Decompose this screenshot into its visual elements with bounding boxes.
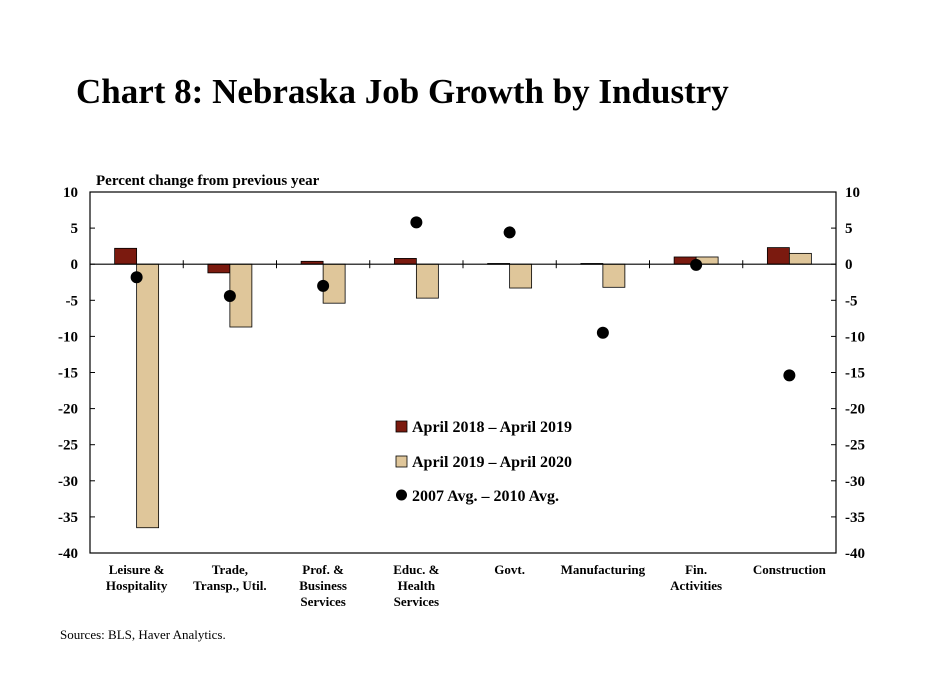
sources-note: Sources: BLS, Haver Analytics. <box>60 627 226 642</box>
y-tick-label-right: -30 <box>845 474 865 490</box>
bar <box>207 263 231 274</box>
y-tick-label-left: -40 <box>58 546 78 562</box>
scatter-point <box>410 216 423 229</box>
bar <box>788 252 812 265</box>
x-tick-label: Services <box>394 594 439 609</box>
x-tick-label: Prof. & <box>302 562 344 577</box>
scatter-point <box>223 289 236 302</box>
bar <box>766 247 790 265</box>
scatter-point <box>317 279 330 292</box>
y-tick-label-right: -35 <box>845 510 865 526</box>
y-tick-label-right: 10 <box>845 185 860 201</box>
y-tick-label-left: 0 <box>71 257 79 273</box>
bar <box>602 263 626 288</box>
scatter-point <box>130 271 143 284</box>
scatter-point <box>596 326 609 339</box>
x-tick-label: Construction <box>753 562 827 577</box>
scatter-point <box>783 369 796 382</box>
bar <box>393 258 417 265</box>
scatter-point <box>690 258 703 271</box>
x-tick-label: Transp., Util. <box>193 578 266 593</box>
y-tick-label-right: -15 <box>845 366 865 382</box>
chart-title: Chart 8: Nebraska Job Growth by Industry <box>76 72 729 111</box>
x-tick-label: Manufacturing <box>561 562 646 577</box>
y-tick-label-right: -5 <box>845 293 858 309</box>
x-tick-label: Govt. <box>494 562 525 577</box>
bar <box>136 263 160 529</box>
legend-swatch <box>395 455 408 468</box>
x-tick-label: Educ. & <box>393 562 439 577</box>
y-tick-label-right: -20 <box>845 402 865 418</box>
y-tick-label-left: -30 <box>58 474 78 490</box>
y-tick-label-left: 5 <box>71 221 79 237</box>
x-tick-label: Fin. <box>685 562 707 577</box>
x-tick-label: Services <box>300 594 345 609</box>
y-tick-label-left: 10 <box>63 185 78 201</box>
y-tick-label-left: -25 <box>58 438 78 454</box>
y-tick-label-left: -10 <box>58 329 78 345</box>
y-axis-label: Percent change from previous year <box>96 173 320 189</box>
y-tick-label-left: -35 <box>58 510 78 526</box>
bar <box>415 263 439 299</box>
legend-swatch <box>395 420 408 433</box>
x-tick-label: Leisure & <box>109 562 165 577</box>
x-tick-label: Health <box>398 578 436 593</box>
y-tick-label-left: -15 <box>58 366 78 382</box>
x-tick-label: Business <box>299 578 347 593</box>
legend-swatch <box>396 489 407 501</box>
y-tick-label-right: -40 <box>845 546 865 562</box>
y-tick-label-right: -10 <box>845 329 865 345</box>
y-tick-label-right: 5 <box>845 221 853 237</box>
bar <box>114 247 138 265</box>
legend-label: April 2019 – April 2020 <box>412 454 572 471</box>
scatter-point <box>503 226 516 239</box>
y-tick-label-left: -20 <box>58 402 78 418</box>
y-tick-label-left: -5 <box>66 293 79 309</box>
y-tick-label-right: -25 <box>845 438 865 454</box>
legend-label: 2007 Avg. – 2010 Avg. <box>412 488 559 505</box>
x-tick-label: Hospitality <box>106 578 168 593</box>
y-tick-label-right: 0 <box>845 257 853 273</box>
x-tick-label: Trade, <box>212 562 248 577</box>
x-tick-label: Activities <box>670 578 722 593</box>
legend-label: April 2018 – April 2019 <box>412 419 572 436</box>
bar <box>509 263 533 289</box>
